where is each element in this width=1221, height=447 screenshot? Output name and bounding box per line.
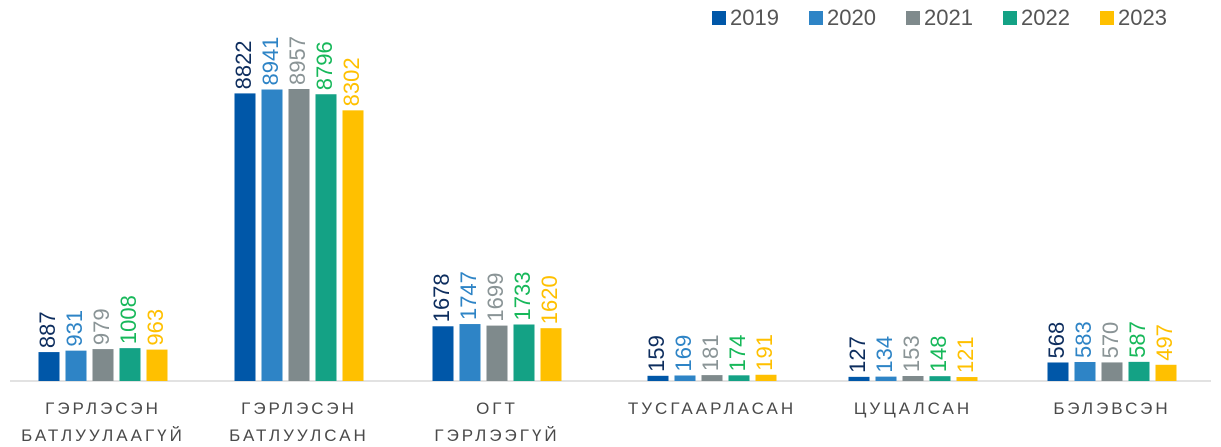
value-label: 181	[698, 334, 723, 371]
legend-label: 2022	[1021, 5, 1070, 30]
bar	[1047, 362, 1069, 381]
x-tick-label: ГЭРЛЭСЭН БАТЛУУЛААГҮЙ	[21, 399, 185, 445]
value-label: 8796	[312, 41, 337, 90]
value-label: 169	[671, 335, 696, 372]
value-label: 931	[62, 310, 87, 347]
bar	[119, 348, 141, 381]
x-tick-label-line: ГЭРЛЭСЭН	[241, 399, 357, 418]
bar	[647, 375, 669, 381]
value-label: 979	[89, 308, 114, 345]
x-tick-label: БЭЛЭВСЭН	[1053, 399, 1170, 418]
value-label: 8941	[258, 37, 283, 86]
bar	[848, 376, 870, 381]
value-label: 1733	[510, 272, 535, 321]
value-label: 8957	[285, 36, 310, 85]
legend-swatch	[906, 11, 920, 25]
bar	[342, 110, 364, 381]
bar	[432, 326, 454, 381]
value-label: 1620	[537, 275, 562, 324]
bar	[674, 375, 696, 381]
value-label: 1008	[116, 295, 141, 344]
bar	[1128, 361, 1150, 381]
bar	[540, 328, 562, 381]
value-label: 134	[872, 336, 897, 373]
x-tick-label-line: ОГТ	[476, 399, 518, 418]
value-label: 587	[1125, 321, 1150, 358]
x-tick-label-line: БАТЛУУЛСАН	[229, 426, 369, 445]
x-tick-label-line: БЭЛЭВСЭН	[1053, 399, 1170, 418]
value-label: 8822	[231, 40, 256, 89]
legend-swatch	[1003, 11, 1017, 25]
x-tick-label-line: ГЭРЛЭЭГҮЙ	[434, 426, 559, 445]
value-label: 159	[644, 335, 669, 372]
value-label: 1699	[483, 273, 508, 322]
bar	[65, 350, 87, 381]
bar	[146, 349, 168, 381]
legend-swatch	[712, 11, 726, 25]
legend-swatch	[809, 11, 823, 25]
x-tick-label-line: ЦУЦАЛСАН	[854, 399, 972, 418]
x-tick-label: ГЭРЛЭСЭН БАТЛУУЛСАН	[229, 399, 369, 445]
value-label: 8302	[339, 57, 364, 106]
bar	[755, 374, 777, 381]
bar	[288, 89, 310, 381]
x-tick-label: ОГТ ГЭРЛЭЭГҮЙ	[434, 399, 559, 445]
value-label: 570	[1098, 322, 1123, 359]
bar	[486, 325, 508, 381]
bar	[701, 375, 723, 381]
bar	[1155, 364, 1177, 381]
bar	[929, 376, 951, 381]
bar	[513, 324, 535, 381]
bar	[459, 324, 481, 381]
bar	[315, 94, 337, 382]
value-label: 963	[143, 309, 168, 346]
value-label: 148	[926, 335, 951, 372]
x-tick-label: ТУСГААРЛАСАН	[628, 399, 796, 418]
value-label: 568	[1044, 322, 1069, 359]
bar	[875, 376, 897, 381]
x-tick-label-line: ГЭРЛЭСЭН	[45, 399, 161, 418]
value-label: 583	[1071, 321, 1096, 358]
value-label: 191	[752, 334, 777, 371]
bar	[902, 376, 924, 381]
value-label: 497	[1152, 324, 1177, 361]
value-label: 127	[845, 336, 870, 373]
bar	[728, 375, 750, 381]
bar	[92, 349, 114, 381]
value-label: 121	[953, 336, 978, 373]
x-tick-label-line: БАТЛУУЛААГҮЙ	[21, 426, 185, 445]
value-label: 153	[899, 335, 924, 372]
bar	[261, 89, 283, 381]
x-tick-label: ЦУЦАЛСАН	[854, 399, 972, 418]
bar	[1101, 362, 1123, 381]
bar	[956, 377, 978, 381]
bar	[234, 93, 256, 381]
legend-label: 2021	[924, 5, 973, 30]
value-label: 1678	[429, 273, 454, 322]
bar	[38, 352, 60, 381]
legend-label: 2019	[730, 5, 779, 30]
value-label: 1747	[456, 271, 481, 320]
legend-label: 2023	[1118, 5, 1167, 30]
x-tick-label-line: ТУСГААРЛАСАН	[628, 399, 796, 418]
bar	[1074, 361, 1096, 381]
legend-label: 2020	[827, 5, 876, 30]
legend-swatch	[1100, 11, 1114, 25]
value-label: 174	[725, 335, 750, 372]
value-label: 887	[35, 311, 60, 348]
